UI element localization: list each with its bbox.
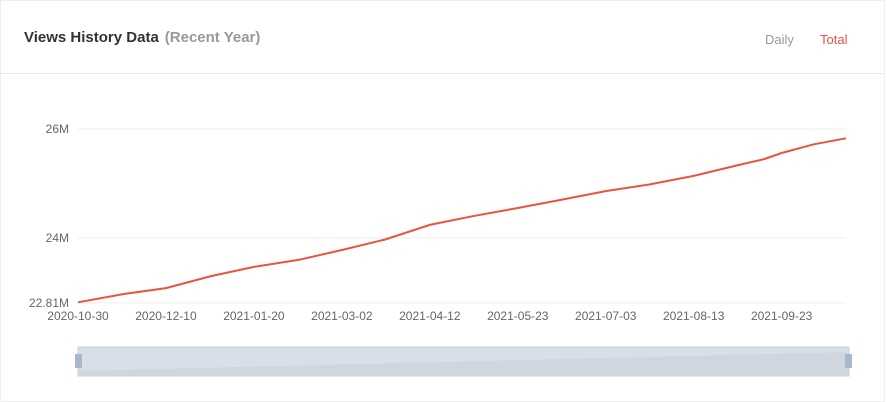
y-tick-label: 26M xyxy=(46,122,69,136)
tab-daily[interactable]: Daily xyxy=(765,32,794,47)
x-tick-label: 2021-07-03 xyxy=(575,309,637,323)
x-tick-label: 2020-12-10 xyxy=(135,309,197,323)
x-tick-label: 2021-01-20 xyxy=(223,309,285,323)
y-tick-label: 24M xyxy=(46,231,69,245)
zoom-handle-left[interactable] xyxy=(75,354,82,368)
card-header: Views History Data (Recent Year) Daily To… xyxy=(1,1,884,74)
title-text: Views History Data xyxy=(24,29,159,46)
x-tick-label: 2021-08-13 xyxy=(663,309,725,323)
x-tick-label: 2021-09-23 xyxy=(751,309,813,323)
x-tick-label: 2021-03-02 xyxy=(311,309,373,323)
card-subtitle: (Recent Year) xyxy=(164,29,261,46)
card-title: Views History Data (Recent Year) xyxy=(24,29,260,46)
x-tick-label: 2021-04-12 xyxy=(399,309,461,323)
zoom-handle-right[interactable] xyxy=(845,354,852,368)
x-tick-label: 2021-05-23 xyxy=(487,309,549,323)
x-tick-label: 2020-10-30 xyxy=(47,309,109,323)
tab-total[interactable]: Total xyxy=(820,32,848,47)
series-line xyxy=(77,137,847,304)
zoom-preview-area xyxy=(78,352,849,376)
y-tick-label: 22.81M xyxy=(29,296,69,310)
